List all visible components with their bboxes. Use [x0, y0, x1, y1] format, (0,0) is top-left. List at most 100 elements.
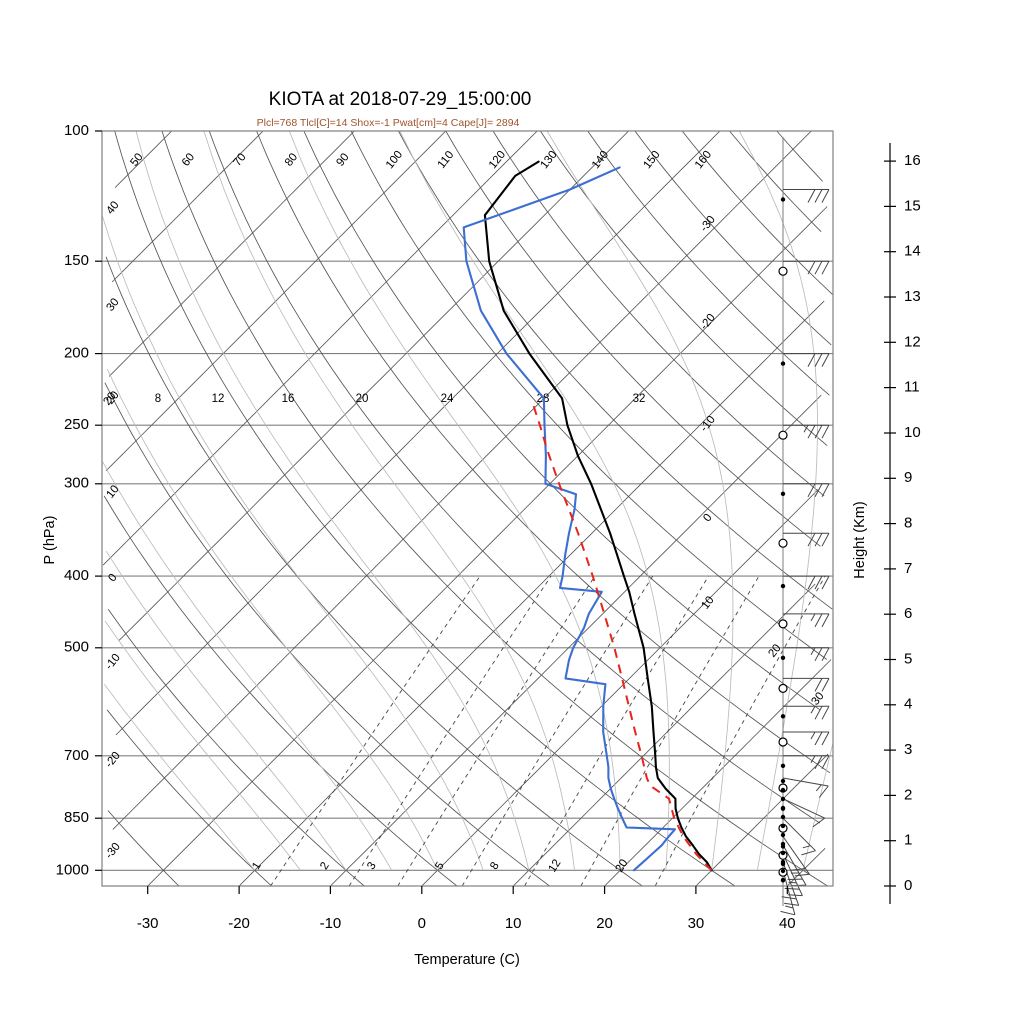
surface-dot	[780, 796, 786, 802]
moist-adiabat-0	[107, 369, 438, 871]
mixing-ratio-20	[654, 575, 826, 886]
sounding-traces	[462, 160, 713, 872]
dry-adiabat-50	[208, 131, 821, 824]
wind-level-dot	[780, 361, 786, 366]
plot-frame	[101, 130, 834, 887]
p-tick-label-700: 700	[64, 747, 89, 764]
wind-level-circle	[778, 266, 788, 276]
dry-adiabat-70	[303, 131, 821, 711]
t-tick-label--10: -10	[320, 915, 342, 932]
isotherm--100	[111, 131, 264, 283]
h-tick-label-13: 13	[904, 288, 921, 305]
surface-dot	[780, 850, 786, 856]
wind-level-circle	[778, 538, 788, 548]
dry-adiabat--30	[107, 810, 180, 886]
moist-adiabat-40	[802, 741, 833, 871]
t-tick-label-10: 10	[505, 915, 522, 932]
wind-level-circle	[778, 737, 788, 747]
h-tick-label-8: 8	[904, 515, 912, 532]
dry-adiabat-20	[105, 256, 643, 886]
isotherm--80	[105, 131, 447, 472]
wind-level-dot	[780, 583, 786, 589]
h-tick-label-11: 11	[904, 379, 920, 396]
p-tick-label-250: 250	[64, 416, 89, 433]
isotherm--10	[330, 394, 822, 886]
wind-barb	[778, 424, 830, 440]
surface-dot	[780, 778, 786, 784]
mixing-ratio-label-8: 8	[488, 860, 502, 872]
p-tick-label-400: 400	[64, 567, 89, 584]
page-title: KIOTA at 2018-07-29_15:00:00	[269, 89, 532, 110]
h-tick-label-10: 10	[904, 424, 921, 441]
indices-subtitle: Plcl=768 Tlcl[C]=14 Shox=-1 Pwat[cm]=4 C…	[257, 117, 520, 129]
h-tick-label-16: 16	[904, 152, 921, 169]
wind-barb	[778, 260, 830, 276]
h-tick-label-5: 5	[904, 650, 912, 667]
dry-adiabat--10	[107, 608, 365, 886]
p-tick-label-150: 150	[64, 252, 89, 269]
t-tick-label-30: 30	[688, 915, 705, 932]
h-tick-label-9: 9	[904, 469, 912, 486]
wind-barb	[780, 483, 830, 498]
dry-adiabat-80	[350, 131, 828, 660]
wind-barb	[778, 677, 830, 694]
wind-barb	[778, 731, 830, 747]
p-tick-label-500: 500	[64, 639, 89, 656]
surface-dot	[780, 859, 786, 865]
dry-adiabat-10	[104, 382, 550, 886]
dry-adiabat-40	[161, 131, 828, 886]
dry-adiabat-150	[681, 131, 833, 295]
isotherm-20	[604, 659, 832, 886]
h-tick-label-7: 7	[904, 560, 912, 577]
p-tick-label-850: 850	[64, 809, 89, 826]
wind-level-circle	[778, 683, 788, 694]
mid-grid-label-2: 12	[212, 393, 225, 405]
dry-adiabat-110	[492, 131, 825, 497]
h-tick-label-6: 6	[904, 605, 912, 622]
mixing-ratio-label-2: 2	[318, 860, 332, 872]
moist-adiabat-10	[135, 131, 530, 871]
wind-level-circle	[778, 430, 788, 440]
moist-adiabat-5	[102, 215, 484, 871]
mid-grid-label-5: 24	[441, 393, 454, 405]
trace-parcel	[531, 400, 713, 871]
h-tick-label-2: 2	[904, 786, 912, 803]
p-tick-label-100: 100	[64, 122, 89, 139]
isotherm--30	[147, 206, 828, 886]
wind-level-dot	[780, 197, 786, 202]
trace-temperature	[483, 160, 713, 872]
wind-barb	[780, 353, 830, 367]
surface-dot	[780, 805, 786, 811]
t-tick-label--30: -30	[137, 915, 159, 932]
mid-grid-label-3: 16	[282, 393, 295, 405]
p-tick-label-300: 300	[64, 475, 89, 492]
t-tick-label-20: 20	[596, 915, 613, 932]
wind-barb	[778, 532, 830, 548]
dry-adiabat-0	[103, 495, 458, 886]
dry-adiabat-30	[114, 131, 736, 886]
dry-adiabat-160	[729, 131, 822, 232]
wind-barb	[780, 189, 830, 203]
h-tick-label-4: 4	[904, 696, 912, 713]
surface-dot	[780, 868, 786, 874]
surface-dot	[780, 787, 786, 793]
wind-level-dot	[780, 763, 786, 768]
p-tick-label-1000: 1000	[56, 861, 89, 878]
y2-axis-label: Height (Km)	[852, 501, 868, 578]
wind-level-dot	[780, 655, 786, 660]
h-tick-label-1: 1	[904, 832, 912, 849]
surface-dot	[780, 832, 786, 838]
t-tick-label-40: 40	[779, 915, 796, 932]
mixing-ratio-label-12: 12	[547, 857, 564, 874]
moist-adiabat--5	[102, 461, 393, 871]
dry-adiabat-90	[398, 131, 833, 610]
isotherm--90	[108, 131, 355, 377]
dry-adiabat-100	[445, 131, 821, 547]
dry-adiabat-140	[634, 131, 832, 346]
wind-barb	[780, 705, 830, 720]
wind-barb-column	[778, 137, 830, 916]
wind-barb	[778, 613, 830, 629]
moist-adiabat-15	[203, 131, 575, 871]
